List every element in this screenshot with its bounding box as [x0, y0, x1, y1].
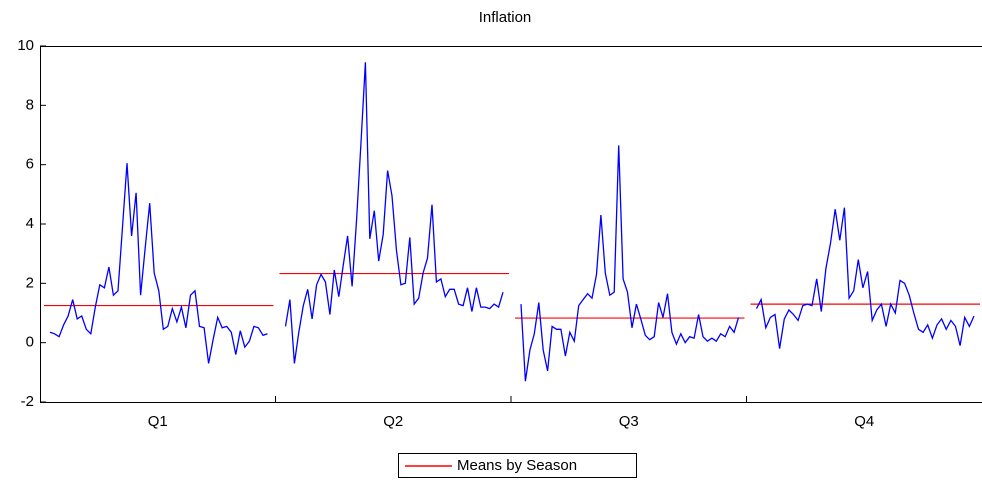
x-tick-label: Q1 — [148, 413, 168, 430]
x-tick-label: Q2 — [383, 413, 403, 430]
y-tick-label: 0 — [26, 334, 34, 351]
y-tick-label: 10 — [17, 37, 34, 54]
legend-label: Means by Season — [457, 457, 577, 474]
y-tick-label: 6 — [26, 156, 34, 173]
y-tick-label: 8 — [26, 96, 34, 113]
chart-title: Inflation — [479, 9, 532, 26]
y-tick-label: 4 — [26, 215, 34, 232]
y-tick-label: 2 — [26, 274, 34, 291]
season-line — [49, 163, 268, 364]
plot-frame — [40, 46, 982, 403]
x-tick-label: Q4 — [854, 413, 874, 430]
y-tick-label: -2 — [21, 393, 34, 410]
season-line — [284, 62, 504, 364]
season-line — [755, 207, 975, 349]
x-tick-label: Q3 — [619, 413, 639, 430]
season-line — [520, 145, 740, 382]
